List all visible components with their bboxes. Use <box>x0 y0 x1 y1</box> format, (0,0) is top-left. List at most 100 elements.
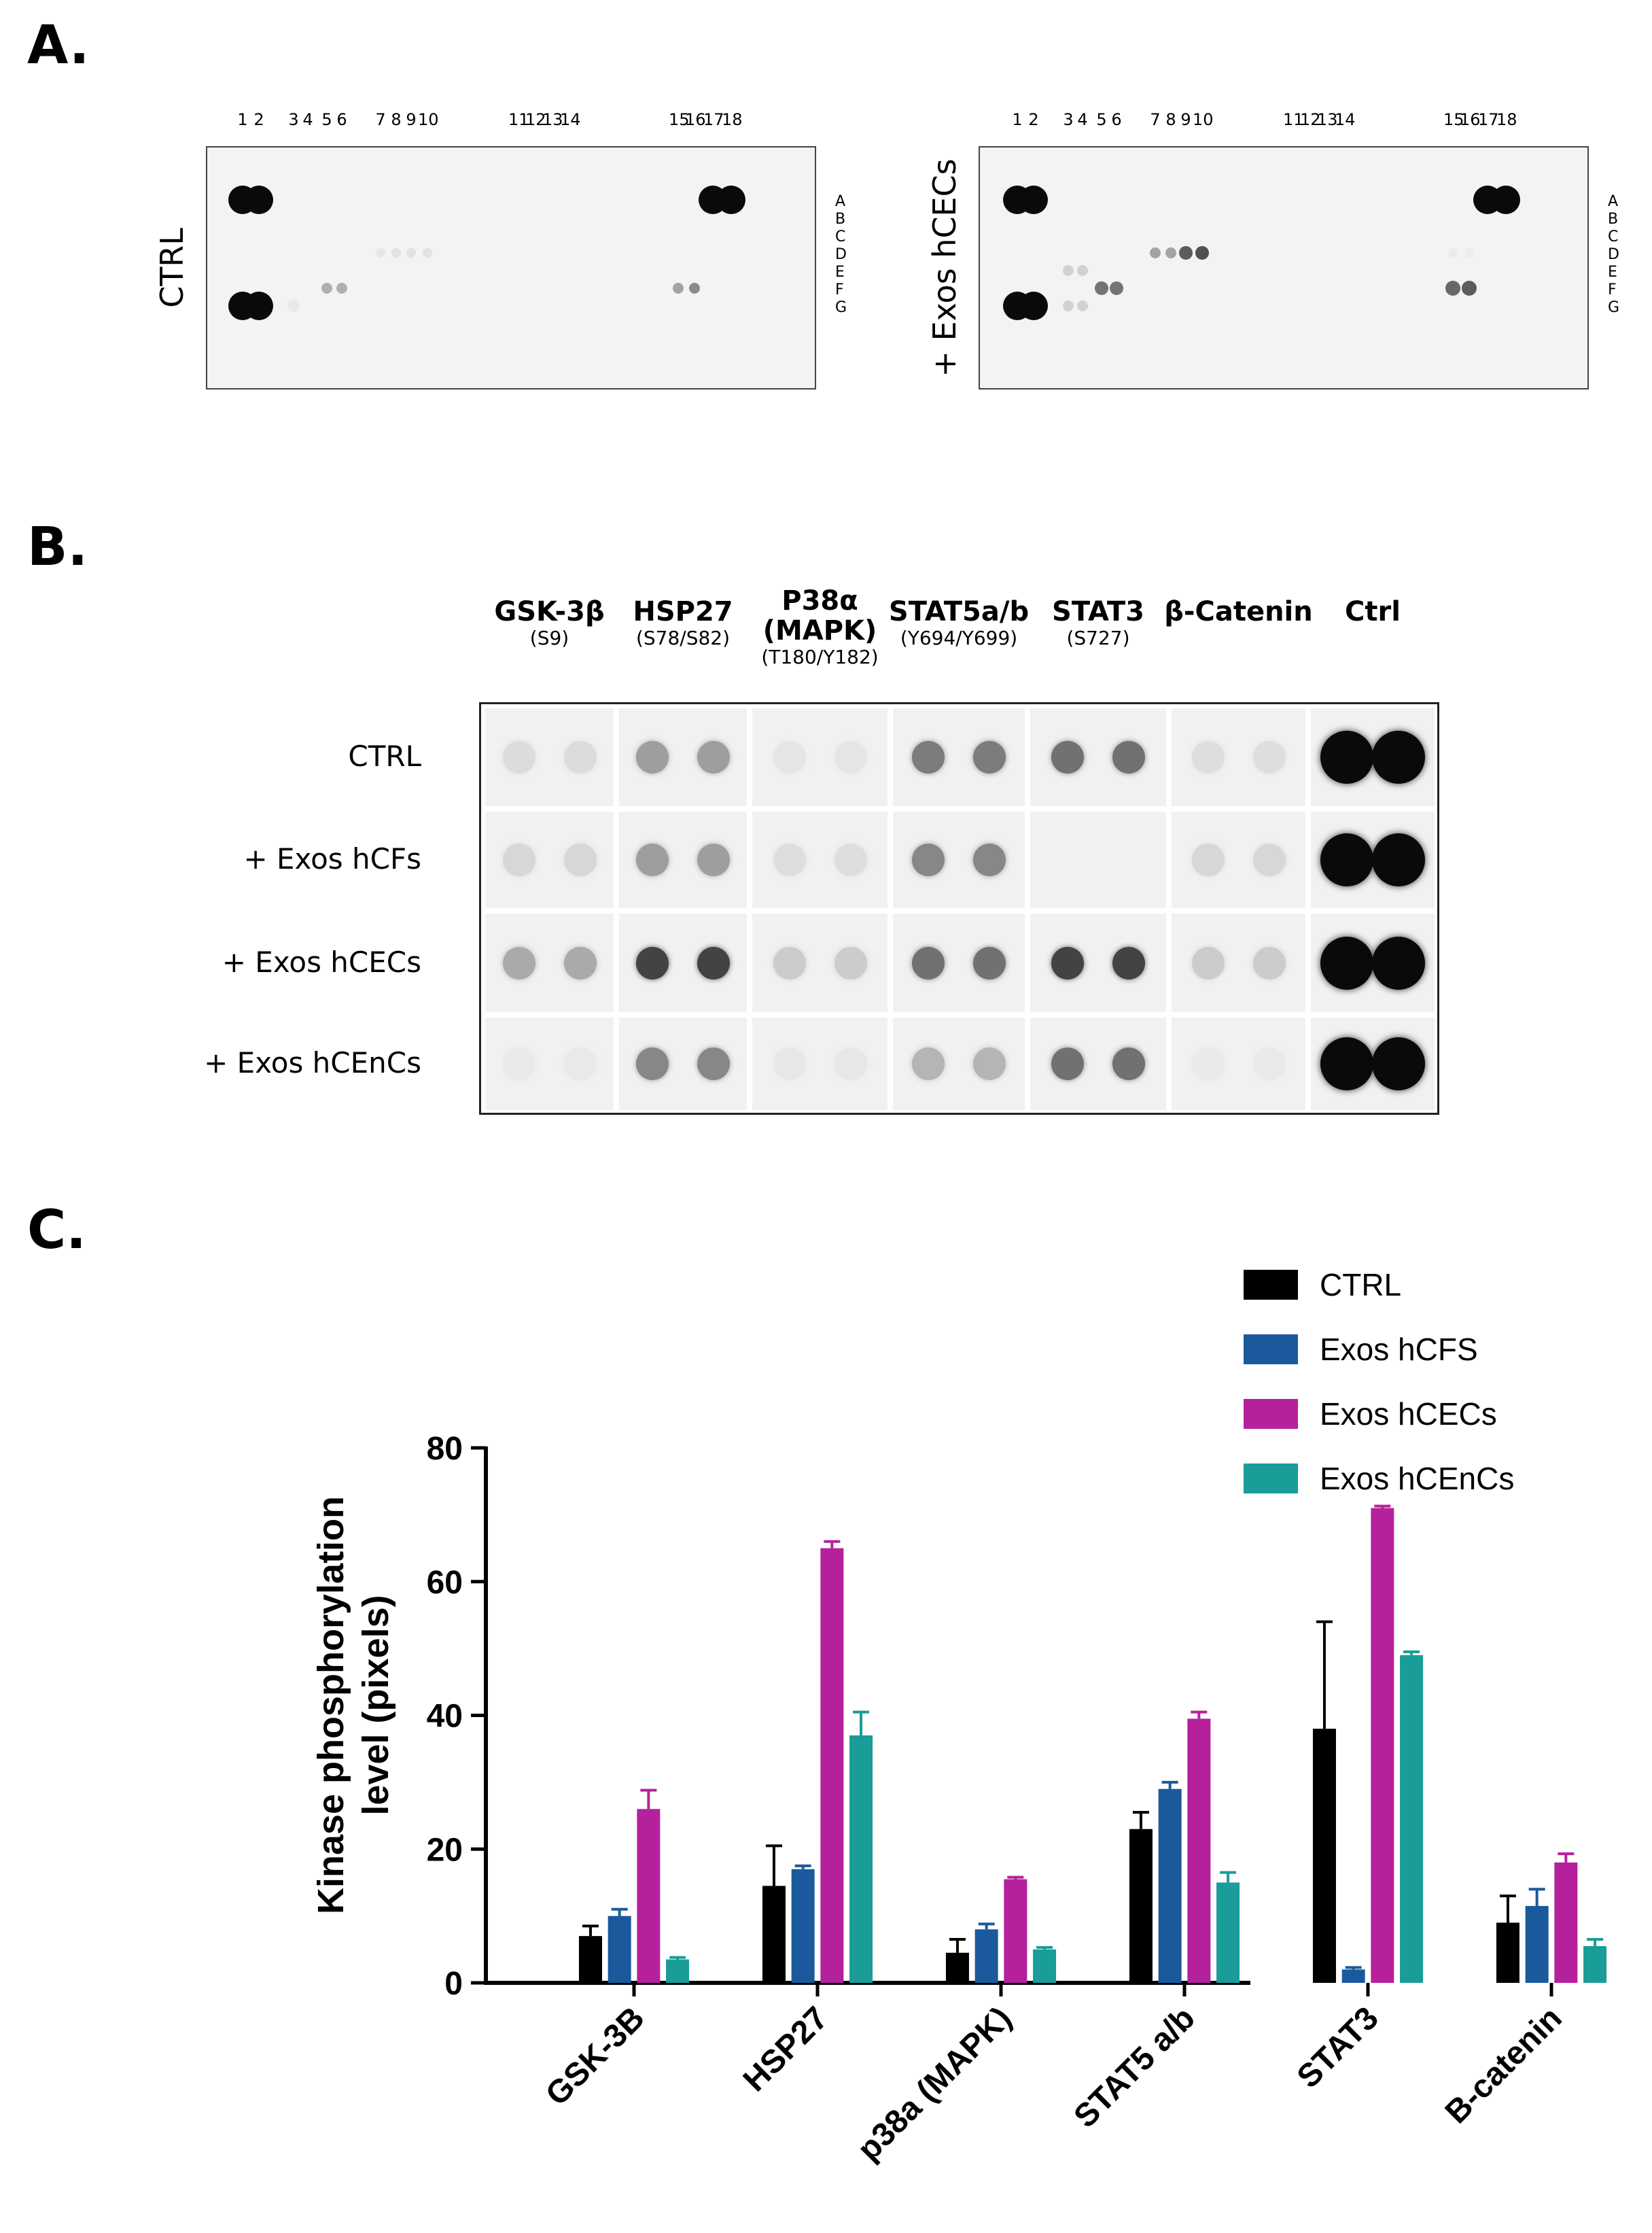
lane-number: 5 <box>1096 110 1107 129</box>
bar <box>1187 1718 1211 1983</box>
blot-spot <box>834 946 867 980</box>
column-header: STAT3 (S727) <box>1023 597 1173 650</box>
array-spot <box>1019 186 1048 214</box>
blot-spot <box>1051 946 1084 980</box>
row-letter: F <box>835 281 844 298</box>
array-spot <box>391 248 401 258</box>
array-spot <box>1110 281 1123 295</box>
blot-spot <box>834 844 867 876</box>
blot-spot <box>636 741 669 774</box>
blot-cell <box>752 914 887 1012</box>
lane-number: 10 <box>418 110 439 129</box>
blot-label: CTRL <box>154 228 190 308</box>
blot-spot <box>1372 833 1425 886</box>
blot-cell <box>1030 708 1166 806</box>
bar <box>945 1952 969 1983</box>
bar <box>1216 1882 1240 1983</box>
array-spot <box>245 186 273 214</box>
bar <box>1129 1829 1153 1983</box>
lane-number: 11 <box>508 110 529 129</box>
row-letter: F <box>1608 281 1617 298</box>
blot-spot <box>1191 1048 1225 1080</box>
blot-spot <box>1191 741 1225 774</box>
column-header: Ctrl <box>1298 597 1447 627</box>
bar <box>578 1936 602 1983</box>
bar <box>849 1735 873 1983</box>
blot-spot <box>973 1048 1006 1080</box>
bar <box>1371 1508 1394 1983</box>
blot-spot <box>563 1048 597 1080</box>
row-letter: B <box>835 211 846 228</box>
legend-swatch <box>1244 1334 1298 1364</box>
lane-number: 2 <box>1028 110 1039 129</box>
bar <box>608 1916 631 1983</box>
column-header-name: STAT5a/b <box>888 596 1030 627</box>
blot-spot <box>563 741 597 774</box>
blot-spot <box>973 946 1006 980</box>
array-spot <box>1492 186 1520 214</box>
array-spot <box>1063 300 1074 311</box>
lane-number: 9 <box>1180 110 1191 129</box>
row-letter: C <box>835 228 846 245</box>
blot-spot <box>636 844 669 876</box>
lane-number: 1 <box>1012 110 1023 129</box>
bar <box>762 1886 786 1983</box>
bar <box>791 1869 815 1983</box>
panel-b-letter: B. <box>27 517 88 578</box>
x-tick-label: p38a (MAPK) <box>851 2000 1019 2168</box>
blot-cell <box>752 708 887 806</box>
column-header: β-Catenin <box>1164 597 1314 627</box>
blot-spot <box>697 741 730 774</box>
blot-spot <box>636 1048 669 1080</box>
blot-spot <box>773 844 806 876</box>
blot-spot <box>502 1048 535 1080</box>
bar <box>1496 1922 1519 1983</box>
blot-spot <box>697 844 730 876</box>
lane-number: 18 <box>722 110 743 129</box>
lane-number: 16 <box>685 110 706 129</box>
lane-number: 17 <box>703 110 724 129</box>
legend-swatch <box>1244 1270 1298 1300</box>
column-header: P38α (MAPK) (T180/Y182) <box>745 586 895 669</box>
lane-number: 14 <box>1335 110 1356 129</box>
legend-label: Exos hCFS <box>1320 1332 1478 1367</box>
column-header: STAT5a/b (Y694/Y699) <box>884 597 1034 650</box>
blot-cell <box>752 1018 887 1110</box>
column-header-name: Ctrl <box>1345 596 1401 627</box>
blot-spot <box>1320 833 1373 886</box>
lane-number: 12 <box>525 110 546 129</box>
lane-number: 7 <box>1150 110 1161 129</box>
row-label: + Exos hCEnCs <box>204 1046 421 1079</box>
row-label: + Exos hCECs <box>222 945 421 979</box>
column-header-name: HSP27 <box>633 596 733 627</box>
lane-number: 6 <box>336 110 347 129</box>
blot-spot <box>563 946 597 980</box>
y-axis-label: Kinase phosphorylation level (pixels) <box>311 1496 396 1914</box>
array-spot <box>1448 248 1458 258</box>
blot-spot <box>1320 936 1373 990</box>
lane-number: 4 <box>302 110 313 129</box>
lane-number: 8 <box>1165 110 1176 129</box>
column-header-site: (S9) <box>529 627 569 649</box>
bar <box>1004 1879 1027 1983</box>
legend-label: CTRL <box>1320 1267 1401 1302</box>
lane-number: 7 <box>375 110 386 129</box>
row-letter: D <box>835 246 847 263</box>
blot-spot <box>912 741 945 774</box>
x-tick-label: GSK-3B <box>539 2000 652 2113</box>
bar-chart: 0 20 40 60 80 Kinase phosphorylation level (pi… <box>311 1267 1607 2168</box>
array-spot <box>1095 281 1108 295</box>
bar <box>637 1809 661 1983</box>
y-tick-label: 40 <box>427 1699 463 1735</box>
column-header: GSK-3β (S9) <box>475 597 625 650</box>
column-header-name: GSK-3β <box>494 596 605 627</box>
blot-spot <box>1252 844 1286 876</box>
y-tick-label: 20 <box>427 1832 463 1868</box>
array-spot <box>245 292 273 320</box>
blot-cell <box>1030 1018 1166 1110</box>
lane-number: 3 <box>288 110 299 129</box>
bar <box>1583 1945 1607 1983</box>
panel-c-letter: C. <box>27 1200 86 1261</box>
blot-spot <box>1372 731 1425 784</box>
blot-spot <box>1051 1048 1084 1080</box>
